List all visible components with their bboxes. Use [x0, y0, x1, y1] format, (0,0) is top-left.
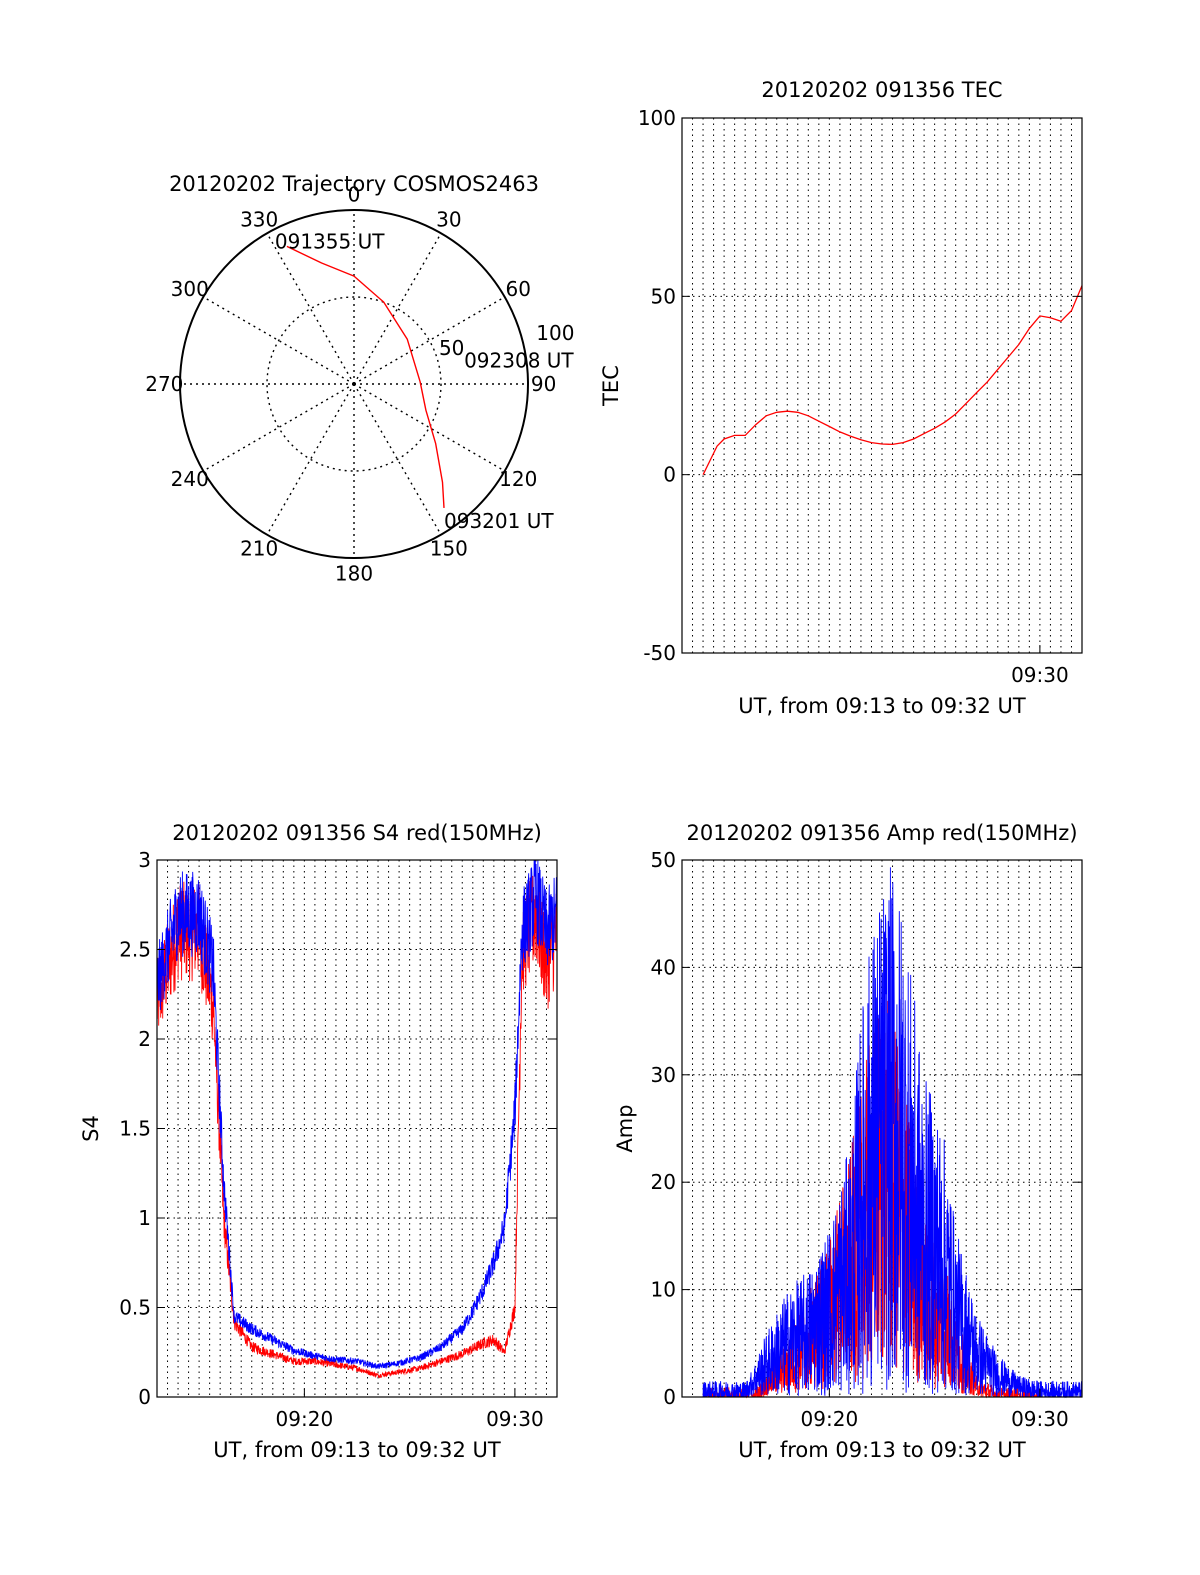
y-tick-label: 2 — [138, 1027, 151, 1051]
y-tick-label: -50 — [643, 641, 676, 665]
x-axis-label: UT, from 09:13 to 09:32 UT — [213, 1438, 501, 1462]
y-axis-label: TEC — [599, 365, 623, 407]
polar-inner-ring — [266, 296, 442, 472]
x-axis-label: UT, from 09:13 to 09:32 UT — [738, 694, 1026, 718]
amp-panel: 0 10 20 30 40 50 09:20 09:30 20120202 091356 Amp… — [613, 821, 1083, 1462]
angle-label: 240 — [171, 467, 209, 491]
polar-outer-ring — [179, 209, 529, 559]
y-tick-label: 50 — [651, 284, 676, 308]
angle-label: 270 — [145, 372, 183, 396]
trajectory-time-label: 093201 UT — [444, 509, 554, 533]
y-tick-label: 10 — [651, 1278, 676, 1302]
chart-title: 20120202 091356 TEC — [761, 78, 1002, 102]
series-line-2 — [156, 859, 558, 1370]
angle-label: 120 — [499, 467, 537, 491]
angle-label: 330 — [240, 208, 278, 232]
polar-spoke — [353, 383, 442, 536]
polar-spoke — [202, 383, 355, 472]
y-tick-label: 1 — [138, 1206, 151, 1230]
x-axis-label: UT, from 09:13 to 09:32 UT — [738, 1438, 1026, 1462]
trajectory-time-label: 092308 UT — [464, 349, 574, 373]
angle-label: 0 — [348, 182, 361, 206]
polar-spoke — [266, 232, 355, 385]
trajectory-time-label: 091355 UT — [275, 229, 385, 253]
angle-label: 30 — [436, 208, 461, 232]
s4-panel: 0 0.5 1 1.5 2 2.5 3 09:20 09:30 20120202 091356 S… — [79, 821, 558, 1462]
polar-spoke — [202, 296, 355, 385]
tec-panel: -50 0 50 100 09:30 20120202 091356 TEC UT, fro… — [599, 78, 1083, 718]
angle-label: 210 — [240, 536, 278, 560]
y-tick-label: 1.5 — [119, 1117, 151, 1141]
y-tick-label: 2.5 — [119, 938, 151, 962]
trajectory-line — [286, 245, 445, 508]
series-line-1 — [156, 875, 558, 1379]
x-tick-label: 09:30 — [1011, 1407, 1069, 1431]
plot-frame — [681, 117, 1083, 654]
angle-label: 300 — [171, 277, 209, 301]
y-tick-label: 0 — [663, 1385, 676, 1409]
y-axis-label: Amp — [613, 1104, 637, 1152]
angle-label: 150 — [430, 536, 468, 560]
y-axis-label: S4 — [79, 1115, 103, 1142]
polar-spoke — [353, 232, 442, 385]
polar-spoke — [266, 383, 355, 536]
y-tick-label: 100 — [638, 106, 676, 130]
angle-label: 90 — [531, 372, 556, 396]
x-tick-label: 09:20 — [276, 1407, 334, 1431]
y-tick-label: 3 — [138, 848, 151, 872]
x-tick-label: 09:30 — [486, 1407, 544, 1431]
series-line-1 — [702, 285, 1083, 475]
radial-label: 50 — [439, 336, 464, 360]
y-tick-label: 20 — [651, 1170, 676, 1194]
series-line-2 — [702, 867, 1083, 1399]
y-tick-label: 0.5 — [119, 1296, 151, 1320]
y-tick-label: 30 — [651, 1063, 676, 1087]
polar-spoke — [353, 296, 506, 385]
polar-spoke — [353, 383, 506, 472]
chart-title: 20120202 091356 S4 red(150MHz) — [172, 821, 542, 845]
y-tick-label: 50 — [651, 848, 676, 872]
y-tick-label: 0 — [138, 1385, 151, 1409]
plot-frame — [156, 859, 558, 1398]
chart-title: 20120202 Trajectory COSMOS2463 — [169, 172, 539, 196]
angle-label: 180 — [335, 562, 373, 586]
x-tick-label: 09:30 — [1011, 663, 1069, 687]
angle-label: 60 — [506, 277, 531, 301]
chart-title: 20120202 091356 Amp red(150MHz) — [686, 821, 1077, 845]
y-tick-label: 0 — [663, 463, 676, 487]
plot-frame — [681, 859, 1083, 1398]
y-tick-label: 40 — [651, 955, 676, 979]
x-tick-label: 09:20 — [801, 1407, 859, 1431]
radial-label: 100 — [536, 321, 574, 345]
